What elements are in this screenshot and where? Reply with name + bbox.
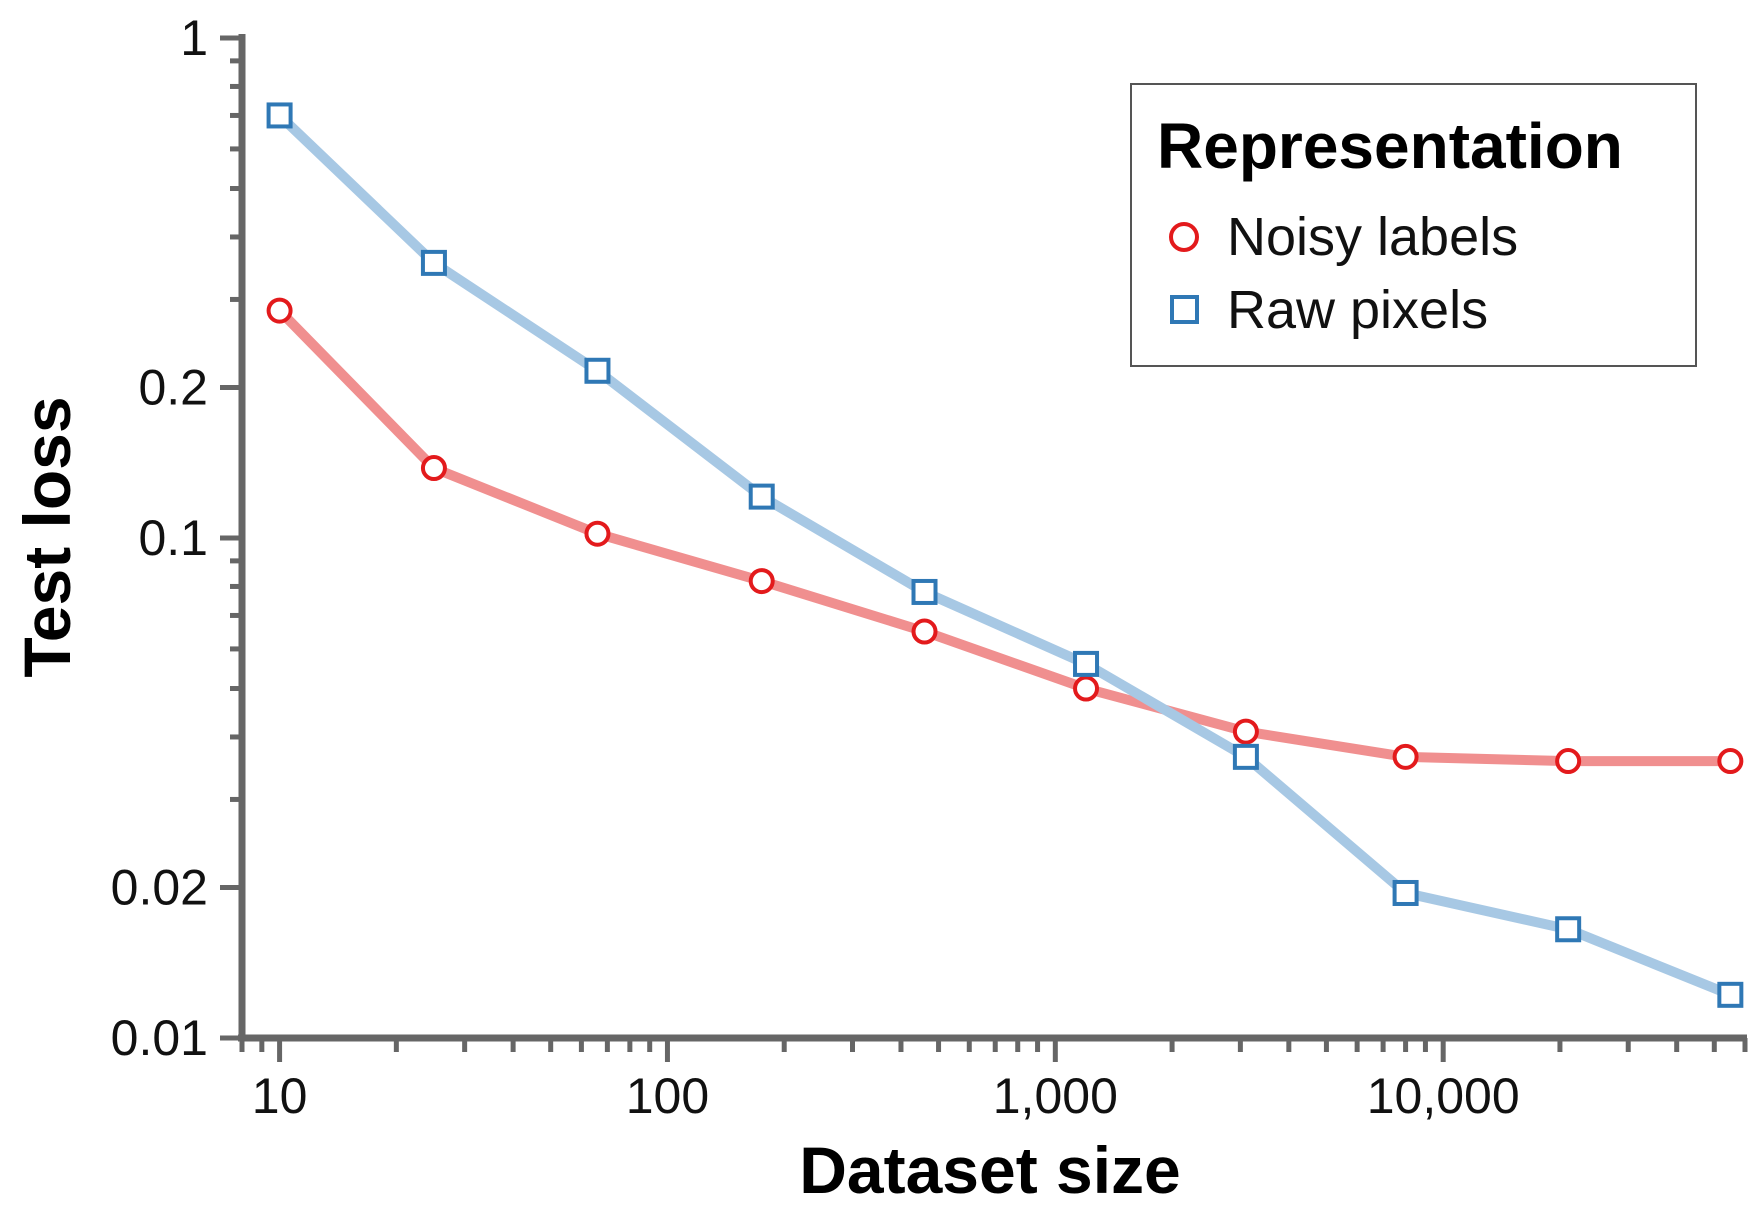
legend-circle-marker <box>1169 222 1199 252</box>
data-point-raw-pixels <box>266 102 293 129</box>
x-tick-label: 10,000 <box>1367 1068 1520 1124</box>
data-point-raw-pixels <box>584 357 611 384</box>
series-raw-pixels <box>274 110 1736 1000</box>
data-point-raw-pixels <box>748 483 775 510</box>
legend-title: Representation <box>1157 110 1623 182</box>
markers-raw-pixels <box>266 102 1744 1008</box>
series-noisy-labels <box>274 305 1736 767</box>
data-point-raw-pixels <box>1232 743 1259 770</box>
series-line-noisy-labels <box>274 305 1736 767</box>
axes: 1 0.2 0.1 0.02 0.01 10 100 1,000 10,000 <box>111 10 1748 1124</box>
data-point-noisy-labels <box>1717 748 1744 775</box>
y-tick-label: 0.01 <box>111 1010 208 1066</box>
legend: Representation Noisy labels Raw pixels <box>1130 83 1697 367</box>
data-point-noisy-labels <box>1073 675 1100 702</box>
x-tick-label: 100 <box>626 1068 709 1124</box>
legend-square-marker <box>1170 295 1199 324</box>
data-point-raw-pixels <box>911 578 938 605</box>
legend-label-raw-pixels: Raw pixels <box>1227 280 1488 340</box>
data-point-noisy-labels <box>1555 748 1582 775</box>
legend-label-noisy-labels: Noisy labels <box>1227 207 1518 267</box>
y-tick-label: 1 <box>180 10 208 66</box>
data-point-noisy-labels <box>1392 743 1419 770</box>
data-point-raw-pixels <box>420 249 447 276</box>
series-line-raw-pixels <box>274 110 1736 1000</box>
x-tick-label: 10 <box>252 1068 308 1124</box>
legend-box <box>1130 83 1697 367</box>
data-point-noisy-labels <box>911 618 938 645</box>
y-tick-label: 0.1 <box>138 510 208 566</box>
data-point-noisy-labels <box>266 297 293 324</box>
data-point-noisy-labels <box>748 568 775 595</box>
y-tick-label: 0.02 <box>111 859 208 915</box>
data-point-noisy-labels <box>584 520 611 547</box>
data-point-noisy-labels <box>1232 718 1259 745</box>
data-point-noisy-labels <box>420 455 447 482</box>
data-point-raw-pixels <box>1392 879 1419 906</box>
y-tick-label: 0.2 <box>138 359 208 415</box>
data-point-raw-pixels <box>1073 650 1100 677</box>
plot-series <box>266 102 1744 1008</box>
y-axis-title: Test loss <box>10 396 84 677</box>
x-axis-title: Dataset size <box>799 1133 1181 1207</box>
markers-noisy-labels <box>266 297 1744 775</box>
x-tick-label: 1,000 <box>993 1068 1118 1124</box>
data-point-raw-pixels <box>1555 916 1582 943</box>
data-point-raw-pixels <box>1717 981 1744 1008</box>
